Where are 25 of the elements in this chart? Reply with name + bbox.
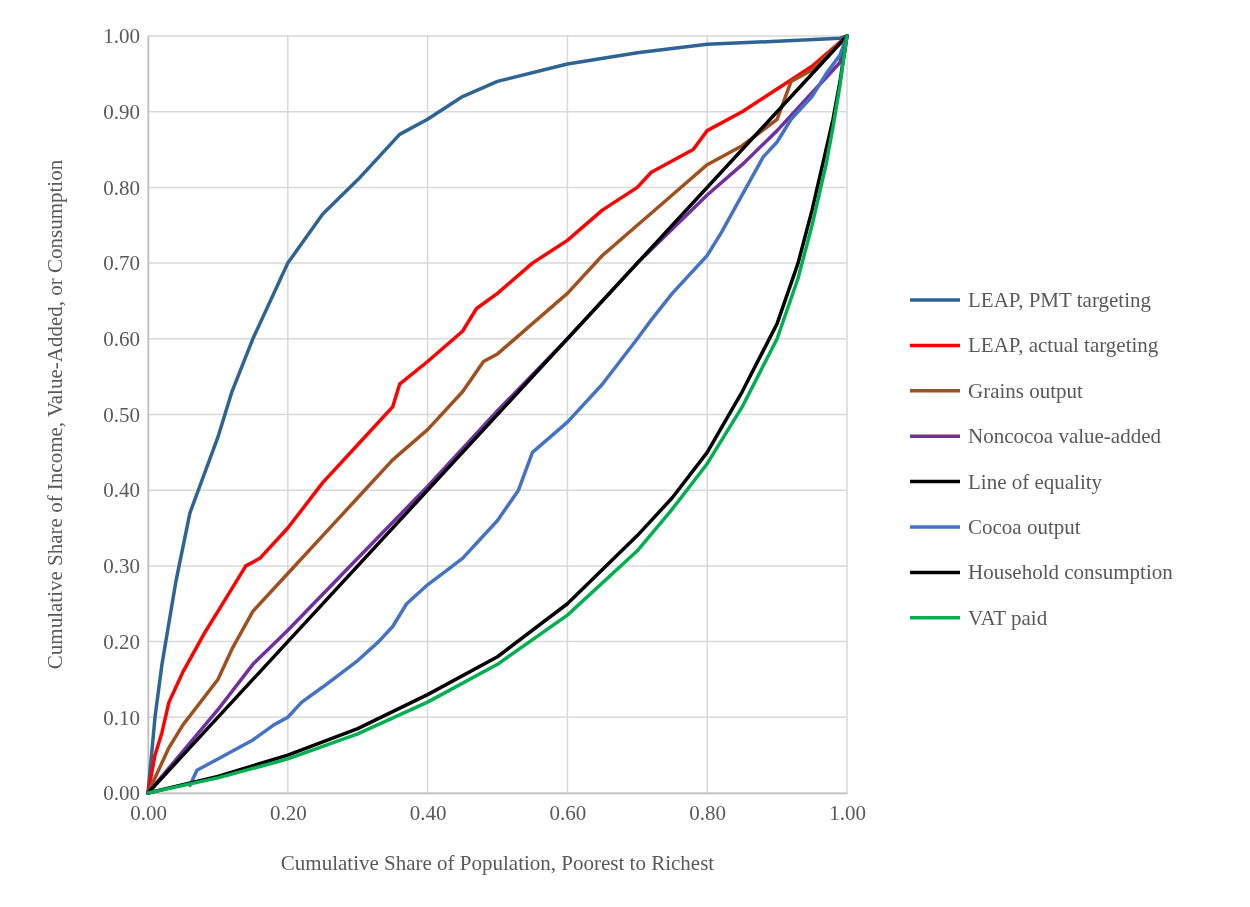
y-tick-label: 0.60 [103, 327, 140, 352]
legend-label: Line of equality [968, 469, 1103, 494]
y-tick-label: 0.40 [103, 478, 140, 503]
y-tick-label: 0.10 [103, 705, 140, 730]
y-tick-label: 0.20 [103, 629, 140, 654]
legend-label: Cocoa output [968, 515, 1081, 539]
y-tick-label: 0.80 [103, 175, 140, 200]
legend-label: VAT paid [968, 605, 1048, 630]
y-tick-label: 1.00 [103, 24, 140, 49]
x-tick-label: 0.60 [549, 800, 587, 825]
x-tick-label: 0.80 [689, 800, 727, 825]
legend-label: Grains output [968, 378, 1084, 403]
y-tick-label: 0.30 [103, 554, 140, 579]
legend-label: Noncocoa value-added [968, 424, 1162, 449]
x-tick-label: 1.00 [829, 800, 866, 825]
y-tick-label: 0.70 [103, 251, 140, 276]
x-axis-title: Cumulative Share of Population, Poorest to Richest [280, 851, 715, 875]
y-tick-label: 0.50 [103, 402, 140, 427]
legend-label: LEAP, PMT targeting [968, 288, 1152, 312]
x-tick-label: 0.40 [409, 800, 447, 825]
y-tick-label: 0.90 [103, 99, 140, 124]
legend-label: LEAP, actual targeting [968, 333, 1159, 358]
x-tick-label: 0.20 [269, 800, 307, 825]
legend-label: Household consumption [968, 560, 1174, 585]
y-axis-title: Cumulative Share of Income, Value-Added, or Consumption [43, 159, 67, 670]
